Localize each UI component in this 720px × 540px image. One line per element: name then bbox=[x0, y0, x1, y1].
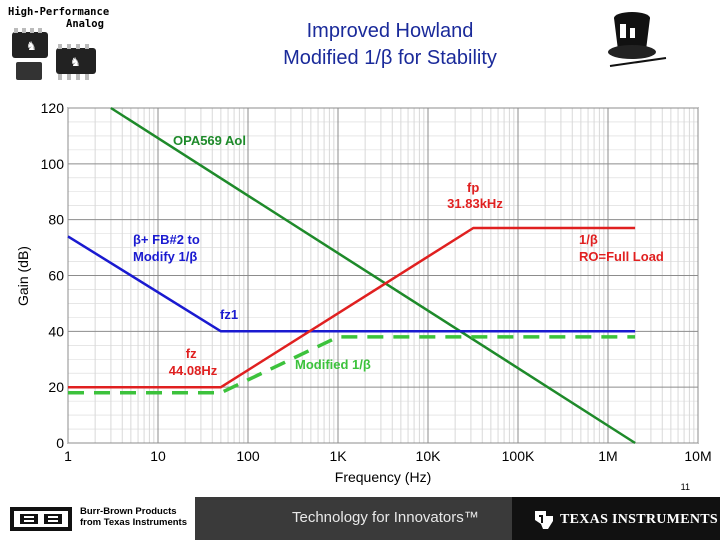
x-tick-label: 100K bbox=[502, 448, 535, 464]
svg-text:♞: ♞ bbox=[70, 55, 81, 69]
texas-instruments-name: Texas Instruments bbox=[560, 512, 718, 527]
annotation-fz1: fz1 bbox=[220, 307, 238, 322]
annotation-fz: fz 44.08Hz bbox=[169, 346, 218, 378]
logo-text: High-Performance Analog bbox=[8, 6, 109, 30]
tick-labels: 1 10 100 1K 10K 100K 1M 10M 0 20 40 60 80 100 120 bbox=[41, 100, 712, 464]
top-hat-icon bbox=[608, 12, 667, 67]
burr-brown-text: Burr-Brown Products from Texas Instrumen… bbox=[80, 506, 187, 528]
x-tick-label: 1 bbox=[64, 448, 72, 464]
logo-text-line2: Analog bbox=[66, 18, 104, 30]
svg-text:♞: ♞ bbox=[26, 39, 37, 53]
annotation-one-over-beta-line1: 1/β bbox=[579, 232, 598, 247]
series-line-1 bbox=[67, 235, 636, 333]
annotation-fz-line1: fz bbox=[186, 346, 197, 361]
texas-instruments-logo-icon bbox=[535, 511, 553, 529]
x-tick-label: 1M bbox=[598, 448, 617, 464]
bb-line1: Burr-Brown Products bbox=[80, 506, 177, 517]
y-axis-label: Gain (dB) bbox=[15, 246, 31, 306]
annotation-fz-line2: 44.08Hz bbox=[169, 363, 218, 378]
slide-number: 11 bbox=[680, 482, 690, 492]
title-line1: Improved Howland bbox=[306, 20, 474, 42]
series-line-0 bbox=[110, 106, 636, 445]
y-tick-label: 60 bbox=[48, 268, 64, 284]
annotation-modified-text: Modified 1/β bbox=[295, 357, 371, 372]
title-line2: Modified 1/β for Stability bbox=[283, 47, 497, 69]
x-axis-label: Frequency (Hz) bbox=[335, 469, 431, 485]
series-line-3 bbox=[68, 335, 636, 395]
x-tick-label: 10 bbox=[150, 448, 166, 464]
x-tick-label: 100 bbox=[236, 448, 260, 464]
annotation-fp-line2: 31.83kHz bbox=[447, 196, 503, 211]
series-line-2 bbox=[68, 226, 636, 389]
y-tick-label: 100 bbox=[41, 156, 65, 172]
burr-brown-logo-icon bbox=[10, 507, 72, 531]
series-group bbox=[67, 106, 636, 445]
y-tick-label: 20 bbox=[48, 379, 64, 395]
annotation-fz1-text: fz1 bbox=[220, 307, 238, 322]
y-tick-label: 40 bbox=[48, 323, 64, 339]
y-tick-label: 0 bbox=[56, 435, 64, 451]
y-tick-label: 120 bbox=[41, 100, 65, 116]
annotation-one-over-beta-line2: RO=Full Load bbox=[579, 249, 664, 264]
grid bbox=[67, 107, 699, 444]
bb-line2: from Texas Instruments bbox=[80, 517, 187, 528]
annotation-one-over-beta: 1/β RO=Full Load bbox=[579, 232, 664, 264]
annotation-fp-line1: fp bbox=[467, 180, 479, 195]
x-tick-label: 1K bbox=[329, 448, 347, 464]
annotation-opa569-aol: OPA569 Aol bbox=[173, 133, 246, 148]
x-tick-label: 10M bbox=[684, 448, 711, 464]
annotation-feedback-line1: β+ FB#2 to bbox=[133, 232, 200, 247]
annotation-opa569-aol-text: OPA569 Aol bbox=[173, 133, 246, 148]
high-performance-analog-logo: ♞ ♞ bbox=[12, 28, 96, 80]
gain-frequency-chart: 1 10 100 1K 10K 100K 1M 10M 0 20 40 60 80 100 120 Freq… bbox=[15, 100, 712, 485]
annotation-feedback: β+ FB#2 to Modify 1/β bbox=[133, 232, 203, 264]
logo-text-line1: High-Performance bbox=[8, 6, 110, 18]
annotation-feedback-line2: Modify 1/β bbox=[133, 249, 197, 264]
tagline: Technology for Innovators™ bbox=[292, 509, 479, 526]
annotation-fp: fp 31.83kHz bbox=[447, 180, 503, 211]
slide-title: Improved Howland Modified 1/β for Stabil… bbox=[190, 18, 590, 72]
x-tick-label: 10K bbox=[416, 448, 442, 464]
y-tick-label: 80 bbox=[48, 212, 64, 228]
annotation-modified: Modified 1/β bbox=[295, 357, 371, 372]
